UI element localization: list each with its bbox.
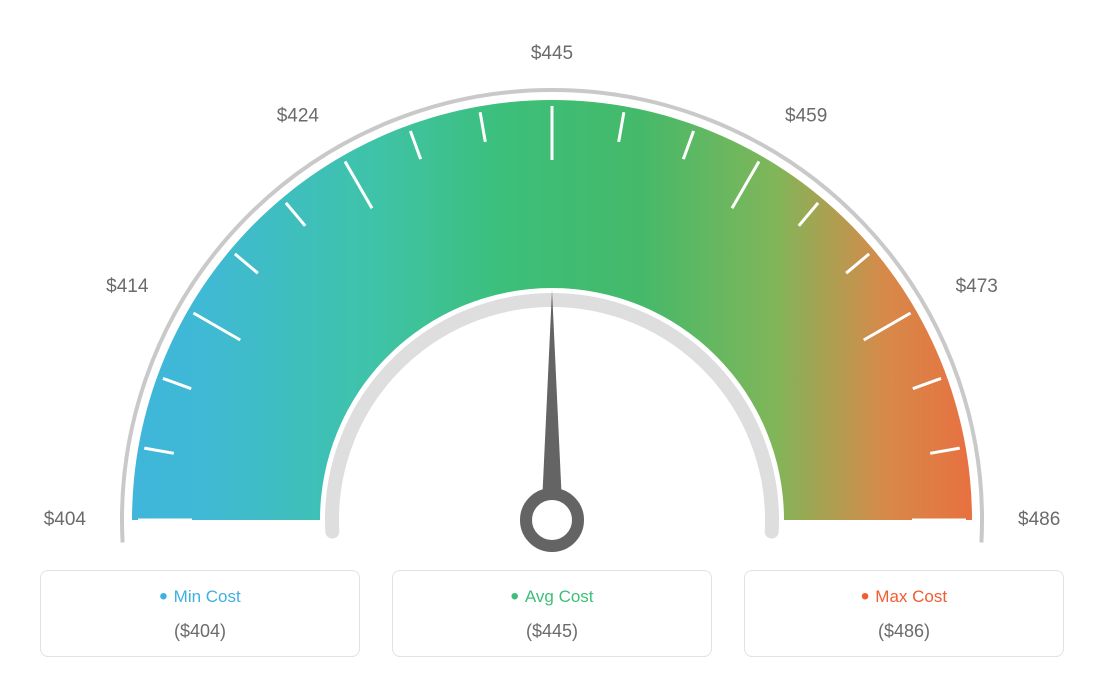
gauge-tick-label: $404	[44, 509, 87, 530]
legend-value-max: ($486)	[745, 621, 1063, 642]
gauge-tick-label: $424	[277, 105, 320, 126]
legend-title-max: Max Cost	[745, 583, 1063, 611]
legend-row: Min Cost ($404) Avg Cost ($445) Max Cost…	[0, 570, 1104, 657]
gauge-tick-label: $445	[531, 43, 573, 64]
legend-title-avg: Avg Cost	[393, 583, 711, 611]
legend-title-min: Min Cost	[41, 583, 359, 611]
gauge-svg: $404 $414 $424 $445 $459 $473 $486	[0, 0, 1104, 570]
legend-value-min: ($404)	[41, 621, 359, 642]
legend-card-avg: Avg Cost ($445)	[392, 570, 712, 657]
gauge-area: $404 $414 $424 $445 $459 $473 $486	[0, 0, 1104, 570]
legend-value-avg: ($445)	[393, 621, 711, 642]
gauge-tick-label: $473	[956, 276, 998, 297]
cost-gauge-widget: $404 $414 $424 $445 $459 $473 $486 Min Cost ($…	[0, 0, 1104, 690]
legend-card-max: Max Cost ($486)	[744, 570, 1064, 657]
gauge-tick-label: $486	[1018, 509, 1060, 530]
legend-card-min: Min Cost ($404)	[40, 570, 360, 657]
gauge-tick-label: $414	[106, 276, 149, 297]
gauge-tick-label: $459	[785, 105, 827, 126]
